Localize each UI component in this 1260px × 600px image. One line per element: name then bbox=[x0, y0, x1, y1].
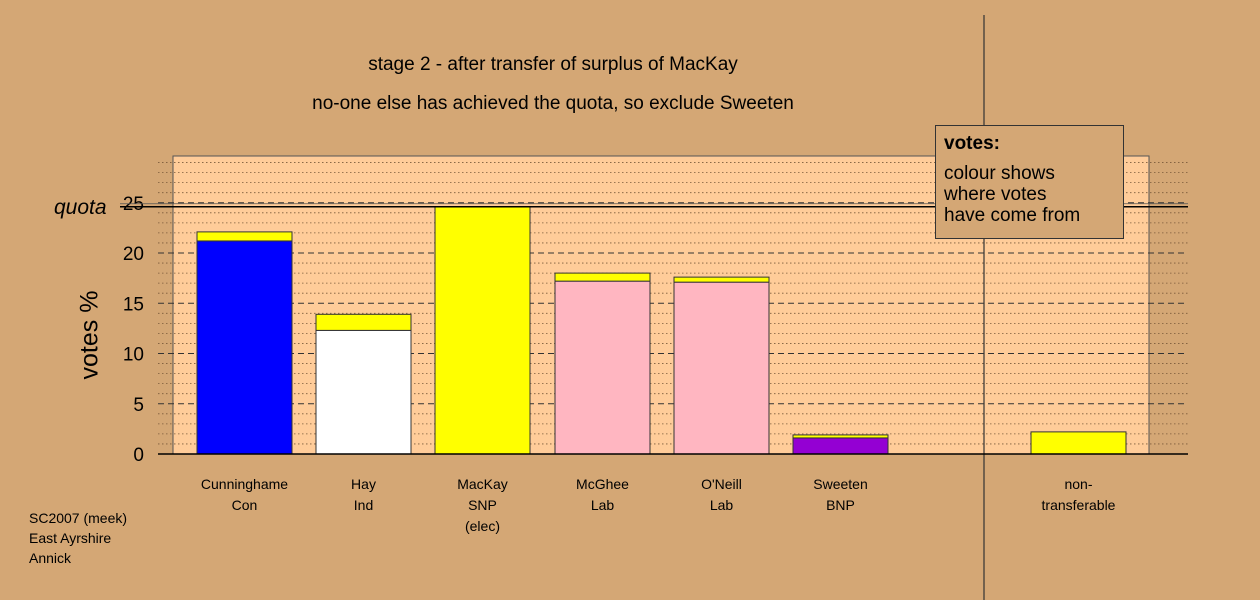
x-tick-label: Hay bbox=[351, 476, 376, 492]
footnote-line: SC2007 (meek) bbox=[29, 510, 128, 526]
bar-segment bbox=[673, 276, 770, 283]
x-tick-label: (elec) bbox=[465, 518, 500, 534]
bar-segment bbox=[315, 329, 412, 455]
bar-segment bbox=[1030, 431, 1127, 455]
legend-line: have come from bbox=[944, 205, 1081, 226]
x-tick-label: Ind bbox=[354, 497, 373, 513]
bar-segment bbox=[792, 437, 889, 455]
bar-segment bbox=[554, 280, 651, 455]
bar-segment bbox=[315, 313, 412, 331]
x-tick-label: Lab bbox=[591, 497, 615, 513]
x-tick-label: Cunninghame bbox=[201, 476, 288, 492]
x-tick-label: transferable bbox=[1042, 497, 1116, 513]
legend-line: colour shows bbox=[944, 163, 1055, 184]
quota-label: quota bbox=[54, 196, 107, 219]
legend-title: votes: bbox=[944, 133, 1000, 154]
x-tick-label: O'Neill bbox=[701, 476, 742, 492]
bar-segment bbox=[792, 434, 889, 439]
x-tick-label: McGhee bbox=[576, 476, 629, 492]
x-tick-label: Lab bbox=[710, 497, 734, 513]
bar-segment bbox=[434, 206, 531, 455]
legend-line: where votes bbox=[944, 184, 1047, 205]
bar-segment bbox=[196, 231, 293, 242]
bar-segment bbox=[673, 281, 770, 455]
y-axis-label: votes % bbox=[75, 290, 104, 380]
x-tick-label: Sweeten bbox=[813, 476, 867, 492]
footnote: SC2007 (meek) East Ayrshire Annick bbox=[29, 508, 127, 568]
chart-title: stage 2 - after transfer of surplus of M… bbox=[368, 54, 738, 75]
y-tick-label: 25 bbox=[123, 194, 144, 215]
y-tick-label: 0 bbox=[133, 445, 144, 466]
footnote-line: Annick bbox=[29, 550, 72, 566]
y-tick-label: 10 bbox=[123, 345, 144, 366]
x-tick-label: Con bbox=[232, 497, 258, 513]
y-tick-label: 20 bbox=[123, 244, 144, 265]
y-tick-label: 15 bbox=[123, 294, 144, 315]
bar-segment bbox=[554, 272, 651, 282]
x-tick-label: BNP bbox=[826, 497, 855, 513]
y-tick-label: 5 bbox=[133, 395, 144, 416]
x-tick-label: MacKay bbox=[457, 476, 508, 492]
chart-subtitle: no-one else has achieved the quota, so e… bbox=[312, 93, 794, 114]
legend: votes: colour shows where votes have com… bbox=[935, 125, 1124, 239]
x-tick-label: non- bbox=[1064, 476, 1092, 492]
x-tick-label: SNP bbox=[468, 497, 497, 513]
footnote-line: East Ayrshire bbox=[29, 530, 112, 546]
bar-segment bbox=[196, 240, 293, 455]
